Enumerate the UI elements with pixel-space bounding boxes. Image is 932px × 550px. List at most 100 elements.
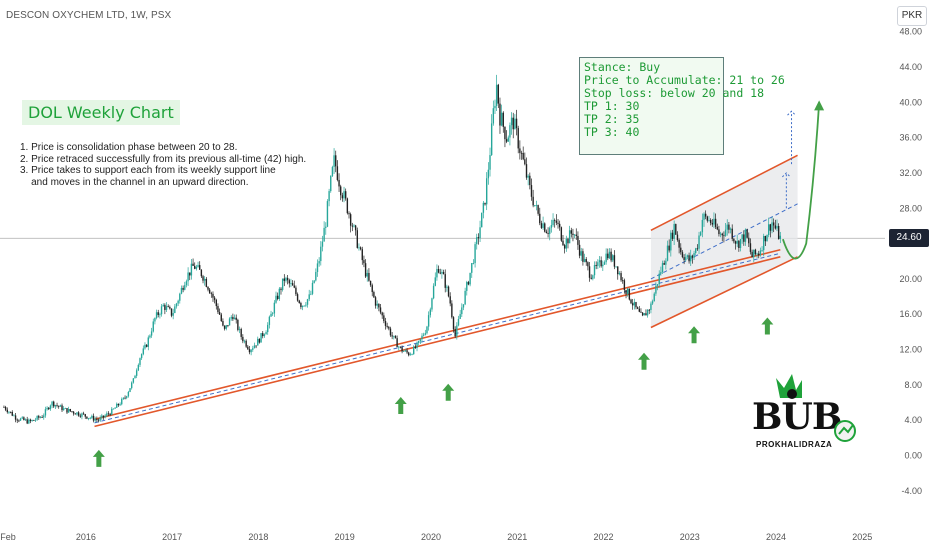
candle-body (142, 348, 145, 355)
candle-body (61, 405, 63, 411)
candle-body (208, 289, 211, 294)
candle-body (633, 302, 636, 306)
candle-body (588, 266, 591, 278)
candle-body (368, 272, 370, 281)
candle-body (479, 227, 481, 239)
candle-body (54, 405, 57, 407)
candle-body (558, 223, 561, 228)
candle-body (43, 415, 45, 418)
currency-badge[interactable]: PKR (897, 6, 927, 26)
candle-body (182, 287, 184, 290)
candle-body (210, 293, 213, 295)
note-line: 1. Price is consolidation phase between … (20, 142, 238, 153)
candle-body (484, 202, 486, 205)
candle-body (336, 166, 339, 180)
candle-body (82, 413, 85, 415)
candle-body (227, 325, 229, 326)
candle-body (451, 303, 453, 318)
candle-body (593, 265, 596, 276)
candle-body (771, 222, 773, 231)
candle-body (537, 205, 539, 214)
candlestick-series (3, 74, 782, 425)
candle-body (295, 287, 297, 295)
candle-body (580, 251, 582, 256)
candle-body (403, 351, 405, 352)
candle-body (268, 316, 271, 325)
candle-body (485, 178, 488, 205)
candle-body (19, 418, 22, 421)
candle-body (129, 388, 131, 392)
candle-body (769, 224, 772, 231)
candle-body (527, 175, 529, 178)
chart-title: DOL Weekly Chart (22, 100, 180, 125)
candle-body (419, 339, 422, 341)
candle-body (205, 278, 208, 287)
candle-body (69, 409, 72, 412)
candle-body (631, 303, 634, 306)
candle-body (502, 112, 504, 127)
candle-body (358, 247, 360, 249)
candle-body (359, 247, 362, 250)
candle-body (618, 273, 621, 275)
candle-body (257, 338, 259, 346)
candle-body (369, 280, 372, 286)
candle-body (598, 260, 601, 263)
note-line: 2. Price retraced successfully from its … (20, 153, 307, 165)
candle-body (656, 284, 659, 286)
candle-body (427, 315, 430, 327)
candle-body (258, 338, 261, 343)
candle-body (316, 263, 319, 272)
candle-body (779, 235, 782, 240)
candle-body (300, 303, 302, 308)
candle-body (507, 137, 509, 142)
candle-body (635, 302, 637, 308)
candle-body (456, 325, 458, 337)
candle-body (585, 259, 587, 263)
candle-body (500, 112, 503, 126)
candle-body (550, 225, 553, 228)
candle-body (340, 186, 342, 196)
candle-body (383, 315, 385, 322)
stance-line: TP 2: 35 (584, 112, 640, 126)
candle-body (301, 305, 304, 308)
candle-body (66, 408, 68, 413)
candle-body (391, 335, 393, 337)
logo-word: BUB (752, 396, 842, 438)
candle-body (44, 409, 47, 416)
candle-body (560, 227, 563, 241)
candle-body (542, 223, 544, 228)
candle-body (94, 419, 96, 421)
candle-body (112, 408, 115, 410)
candle-body (162, 304, 164, 307)
candle-body (685, 257, 687, 261)
candle-body (107, 413, 110, 415)
candle-body (706, 216, 709, 221)
candle-body (58, 405, 60, 407)
candle-body (384, 321, 387, 326)
candle-body (41, 417, 43, 418)
candle-body (139, 358, 141, 365)
candle-body (325, 226, 327, 228)
candle-body (666, 245, 669, 261)
candle-body (477, 237, 480, 239)
candle-body (690, 255, 692, 262)
candle-body (18, 420, 20, 422)
candle-body (655, 285, 657, 294)
candle-body (704, 213, 707, 217)
candle-body (28, 419, 30, 424)
candle-body (351, 225, 354, 227)
candle-body (232, 316, 234, 320)
candle-body (595, 265, 597, 266)
candle-body (751, 251, 753, 258)
x-axis: Feb 2016 2017 2018 2019 2020 2021 2022 2023 2024 2… (0, 532, 872, 542)
candle-body (547, 233, 549, 234)
candle-body (38, 416, 40, 418)
candle-body (343, 191, 345, 199)
candle-body (417, 340, 420, 343)
candle-body (296, 294, 299, 301)
candle-body (386, 325, 388, 327)
candle-body (563, 245, 566, 249)
candle-body (422, 334, 425, 336)
candle-body (190, 263, 193, 276)
